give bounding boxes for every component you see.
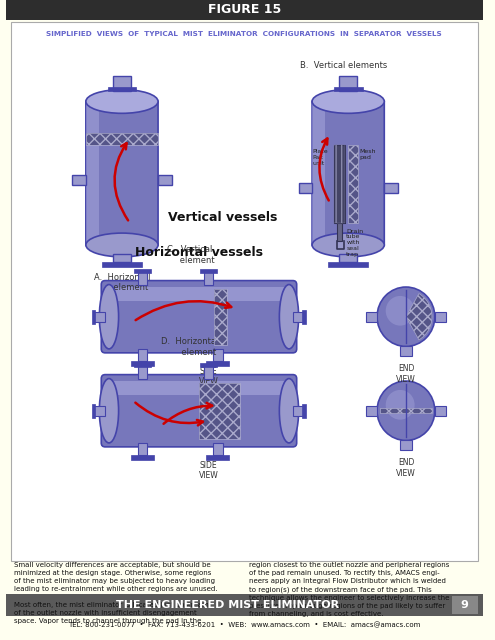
Bar <box>94 406 105 416</box>
Bar <box>107 87 137 91</box>
Bar <box>199 269 217 273</box>
Bar <box>380 408 432 413</box>
Text: Mesh
pad: Mesh pad <box>360 150 376 160</box>
Bar <box>334 87 363 91</box>
Bar <box>214 289 227 345</box>
Circle shape <box>377 381 435 440</box>
Bar <box>213 443 223 455</box>
Bar <box>213 349 223 361</box>
Bar <box>293 406 304 416</box>
Bar <box>435 406 446 416</box>
Bar <box>206 455 229 460</box>
Bar <box>199 383 240 439</box>
Bar <box>293 312 304 322</box>
Bar <box>92 404 96 418</box>
Ellipse shape <box>279 379 298 443</box>
Bar <box>113 76 131 91</box>
Bar <box>302 404 306 418</box>
Text: SIDE
VIEW: SIDE VIEW <box>198 461 218 480</box>
Text: Plate
Pak
unit: Plate Pak unit <box>312 150 328 166</box>
Bar <box>131 361 154 365</box>
Bar <box>328 262 368 267</box>
Bar <box>199 363 217 367</box>
Circle shape <box>386 390 415 420</box>
Wedge shape <box>406 294 432 340</box>
Bar <box>214 289 227 345</box>
Bar <box>86 133 158 145</box>
FancyBboxPatch shape <box>101 374 297 447</box>
Text: SIDE
VIEW: SIDE VIEW <box>198 367 218 386</box>
Ellipse shape <box>312 233 384 257</box>
Bar <box>94 312 105 322</box>
Text: 9: 9 <box>461 600 469 610</box>
Bar <box>158 175 172 186</box>
Text: END
VIEW: END VIEW <box>396 458 416 477</box>
Bar <box>92 310 96 324</box>
Bar <box>134 269 151 273</box>
Circle shape <box>377 287 435 346</box>
Text: Vertical vessels: Vertical vessels <box>168 211 278 224</box>
Bar <box>400 346 412 356</box>
Bar <box>109 287 289 301</box>
Ellipse shape <box>86 90 158 113</box>
Bar <box>131 455 154 460</box>
Bar <box>334 145 346 223</box>
Bar <box>138 365 148 379</box>
Bar <box>86 133 158 145</box>
Text: B.  Vertical elements: B. Vertical elements <box>300 61 387 70</box>
Text: A.  Horizontal
       element: A. Horizontal element <box>94 273 150 292</box>
Text: Horizontal vessels: Horizontal vessels <box>135 246 263 259</box>
Text: Drain
tube
with
seal
trap: Drain tube with seal trap <box>346 228 363 257</box>
Bar <box>109 381 289 395</box>
Ellipse shape <box>99 285 119 349</box>
Bar <box>134 363 151 367</box>
Bar <box>400 440 412 451</box>
Bar <box>138 349 148 361</box>
FancyBboxPatch shape <box>86 102 158 245</box>
Text: D.  Horizontal
       element: D. Horizontal element <box>161 337 218 357</box>
Bar <box>348 145 358 223</box>
Ellipse shape <box>312 90 384 113</box>
Bar <box>72 175 86 186</box>
Text: THE ENGINEERED MIST ELIMINATOR: THE ENGINEERED MIST ELIMINATOR <box>116 600 340 610</box>
Bar <box>384 182 398 193</box>
Bar <box>113 254 131 262</box>
Bar <box>334 145 346 223</box>
Text: Small velocity differences are acceptable, but should be
minimized at the design: Small velocity differences are acceptabl… <box>14 562 218 624</box>
FancyBboxPatch shape <box>312 102 384 245</box>
Bar <box>312 102 325 245</box>
Ellipse shape <box>86 233 158 257</box>
Bar <box>435 312 446 322</box>
Bar <box>6 0 483 20</box>
Bar <box>199 383 240 439</box>
Ellipse shape <box>279 285 298 349</box>
Text: SIMPLIFIED  VIEWS  OF  TYPICAL  MIST  ELIMINATOR  CONFIGURATIONS  IN  SEPARATOR : SIMPLIFIED VIEWS OF TYPICAL MIST ELIMINA… <box>47 31 442 36</box>
Text: FIGURE 15: FIGURE 15 <box>207 3 281 17</box>
Text: C.  Vertical
      element: C. Vertical element <box>164 245 215 265</box>
Bar <box>302 310 306 324</box>
Bar <box>86 102 99 245</box>
Bar <box>6 594 483 616</box>
Bar <box>365 406 377 416</box>
Bar <box>452 596 478 614</box>
Ellipse shape <box>99 379 119 443</box>
Bar <box>138 443 148 455</box>
Bar <box>102 262 142 267</box>
Bar <box>11 22 478 561</box>
Bar <box>339 254 357 262</box>
Bar <box>206 361 229 365</box>
Bar <box>339 76 357 91</box>
Bar <box>298 182 312 193</box>
Bar <box>337 223 343 241</box>
Bar <box>203 271 213 285</box>
Text: TEL: 800-231-0077  •  FAX: 713-433-6201  •  WEB:  www.amacs.com  •  EMAIL:  amac: TEL: 800-231-0077 • FAX: 713-433-6201 • … <box>68 622 420 628</box>
Text: END
VIEW: END VIEW <box>396 364 416 383</box>
Bar <box>138 271 148 285</box>
FancyBboxPatch shape <box>101 280 297 353</box>
Bar <box>203 365 213 379</box>
Text: region closest to the outlet nozzle and peripheral regions
of the pad remain unu: region closest to the outlet nozzle and … <box>249 562 449 617</box>
Circle shape <box>386 296 415 326</box>
Bar <box>365 312 377 322</box>
